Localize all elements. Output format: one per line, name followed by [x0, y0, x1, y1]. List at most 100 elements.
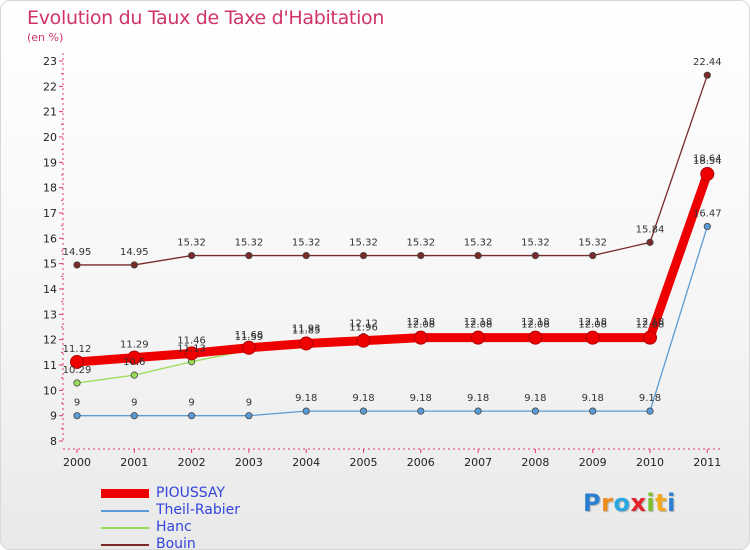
- x-tick-label: 2008: [521, 456, 549, 469]
- data-point-pioussay: [184, 346, 199, 361]
- data-point-pioussay: [471, 330, 486, 345]
- data-point-hanc: [73, 379, 81, 387]
- data-point-bouin: [474, 251, 482, 260]
- data-point-bouin: [703, 71, 711, 79]
- x-tick-label: 2011: [693, 456, 721, 469]
- data-label-pioussay: 12.08: [636, 320, 665, 331]
- data-point-pioussay: [127, 350, 142, 365]
- chart-subtitle: (en %): [27, 31, 64, 44]
- data-label-theil-rabier: 9.18: [410, 393, 432, 404]
- data-point-theil-rabier: [302, 407, 310, 415]
- y-tick-label: 19: [43, 156, 57, 169]
- y-tick-label: 20: [43, 131, 57, 144]
- data-label-pioussay: 11.12: [63, 344, 92, 355]
- data-point-bouin: [531, 251, 540, 260]
- data-label-hanc: 18.64: [693, 153, 722, 164]
- series-line-bouin: [77, 74, 708, 266]
- series-line-pioussay: [76, 172, 712, 367]
- data-label-theil-rabier: 9.18: [639, 393, 661, 404]
- data-label-pioussay: 11.85: [292, 325, 321, 336]
- data-label-bouin: 15.32: [177, 238, 206, 249]
- y-tick-label: 9: [50, 410, 57, 423]
- data-point-theil-rabier: [417, 407, 425, 415]
- data-label-bouin: 15.32: [349, 238, 378, 249]
- data-label-hanc: 10.6: [123, 357, 145, 368]
- data-point-pioussay: [700, 166, 715, 181]
- y-tick-label: 17: [43, 207, 57, 220]
- data-point-pioussay: [643, 330, 657, 345]
- data-point-theil-rabier: [703, 222, 711, 231]
- y-tick-label: 12: [43, 334, 57, 347]
- data-label-hanc: 12.18: [636, 317, 665, 328]
- data-label-bouin: 15.84: [636, 224, 665, 235]
- data-label-hanc: 10.29: [63, 365, 92, 376]
- y-tick-label: 15: [43, 258, 57, 271]
- series-line-theil-rabier: [77, 226, 708, 417]
- data-label-pioussay: 11.46: [177, 335, 206, 346]
- data-point-bouin: [417, 251, 425, 260]
- data-label-theil-rabier: 9.18: [352, 393, 374, 404]
- data-label-hanc: 12.18: [521, 317, 550, 328]
- data-point-pioussay: [356, 333, 371, 348]
- data-label-hanc: 12.18: [464, 317, 493, 328]
- data-label-hanc: 12.12: [349, 319, 378, 330]
- x-tick-label: 2000: [63, 456, 91, 469]
- data-point-theil-rabier: [474, 407, 482, 415]
- logo-letter: r: [601, 489, 614, 517]
- data-label-theil-rabier: 9: [188, 398, 194, 409]
- series-layer: [70, 71, 715, 420]
- y-tick-label: 22: [43, 80, 57, 93]
- y-tick-label: 11: [43, 359, 57, 372]
- series-bouin: [73, 71, 711, 269]
- data-point-bouin: [646, 238, 654, 246]
- series-theil-rabier: [73, 222, 711, 420]
- data-label-pioussay: 12.08: [464, 320, 493, 331]
- data-point-pioussay: [241, 340, 256, 355]
- legend-label: Bouin: [156, 536, 196, 550]
- data-label-pioussay: 11.96: [349, 323, 378, 334]
- data-label-theil-rabier: 9: [74, 398, 80, 409]
- data-point-theil-rabier: [245, 412, 253, 420]
- data-point-pioussay: [413, 330, 428, 345]
- data-label-pioussay: 11.68: [235, 330, 264, 341]
- data-point-theil-rabier: [73, 412, 81, 420]
- y-tick-label: 13: [43, 308, 57, 321]
- logo-letter: P: [583, 489, 602, 517]
- data-label-pioussay: 12.08: [406, 320, 435, 331]
- legend-swatch: [101, 527, 149, 529]
- data-label-hanc: 12.18: [406, 317, 435, 328]
- x-tick-label: 2010: [636, 456, 664, 469]
- data-point-pioussay: [528, 330, 543, 345]
- data-point-pioussay: [70, 354, 84, 369]
- y-tick-label: 16: [43, 232, 57, 245]
- series-pioussay: [70, 166, 715, 369]
- data-label-theil-rabier: 9.18: [582, 393, 604, 404]
- data-label-bouin: 14.95: [63, 247, 92, 258]
- x-tick-label: 2002: [178, 456, 206, 469]
- x-tick-label: 2007: [464, 456, 492, 469]
- chart-title: Evolution du Taux de Taxe d'Habitation: [27, 7, 385, 29]
- data-label-hanc: 11.93: [292, 323, 321, 334]
- data-point-theil-rabier: [589, 407, 597, 415]
- data-point-bouin: [589, 251, 597, 260]
- data-label-bouin: 22.44: [693, 57, 722, 68]
- data-label-bouin: 15.32: [521, 238, 550, 249]
- data-label-theil-rabier: 9.18: [295, 393, 317, 404]
- data-label-hanc: 12.18: [578, 317, 607, 328]
- logo-letter: o: [613, 489, 631, 517]
- data-label-theil-rabier: 9.18: [467, 393, 489, 404]
- legend-label: Theil-Rabier: [156, 502, 241, 518]
- data-label-theil-rabier: 9: [246, 398, 252, 409]
- data-label-bouin: 15.32: [235, 238, 264, 249]
- data-label-theil-rabier: 16.47: [693, 208, 722, 219]
- data-label-bouin: 14.95: [120, 247, 149, 258]
- x-tick-label: 2005: [350, 456, 378, 469]
- data-point-hanc: [130, 371, 138, 379]
- x-tick-label: 2009: [579, 456, 607, 469]
- data-labels-layer: 14.95 14.95 15.32 15.32 15.32 15.32 15.32 15.32…: [63, 57, 722, 408]
- data-point-bouin: [130, 261, 138, 269]
- x-tick-label: 2004: [292, 456, 320, 469]
- x-tick-label: 2006: [407, 456, 435, 469]
- data-label-theil-rabier: 9: [131, 398, 137, 409]
